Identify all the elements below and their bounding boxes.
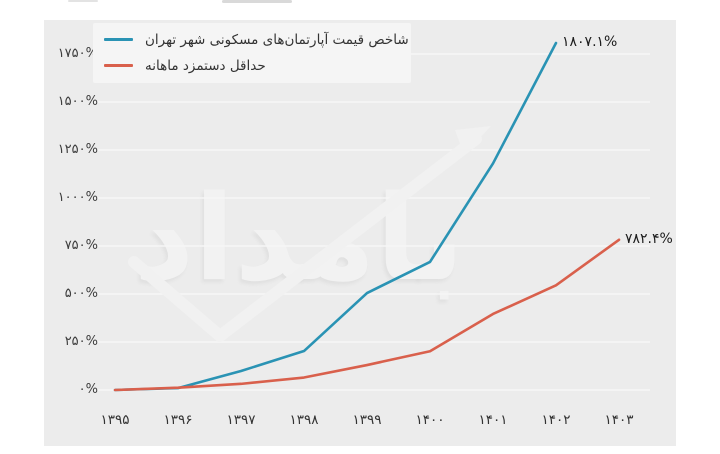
housing-index-end-value: ۱۸۰۷.۱% <box>562 34 618 51</box>
series-line-0 <box>113 41 558 392</box>
legend-label-housing-index: شاخص قیمت آپارتمان‌های مسکونی شهر تهران <box>145 31 409 48</box>
min-wage-end-value: ۷۸۲.۴% <box>625 230 673 247</box>
chart-card: بامداد ۰% ۲۵۰% ۵۰۰% ۷۵۰% ۱۰۰۰% ۱۲۵۰% ۱۵۰۰% ۱۷۵۰… <box>44 20 676 446</box>
blue-line-swatch-icon <box>104 38 133 41</box>
legend: شاخص قیمت آپارتمان‌های مسکونی شهر تهران … <box>93 23 411 83</box>
cropped-title-artifact <box>222 0 292 3</box>
watermark-arrowhead-icon <box>455 126 491 155</box>
series-line-1 <box>113 238 621 392</box>
legend-item-housing-index: شاخص قیمت آپارتمان‌های مسکونی شهر تهران <box>93 29 411 50</box>
watermark-arrow-icon <box>128 133 482 342</box>
legend-label-min-wage: حداقل دستمزد ماهانه <box>145 57 266 74</box>
line-chart-plot <box>94 41 650 392</box>
red-line-swatch-icon <box>104 64 133 67</box>
cropped-title-artifact <box>68 0 98 2</box>
legend-item-min-wage: حداقل دستمزد ماهانه <box>93 55 411 76</box>
